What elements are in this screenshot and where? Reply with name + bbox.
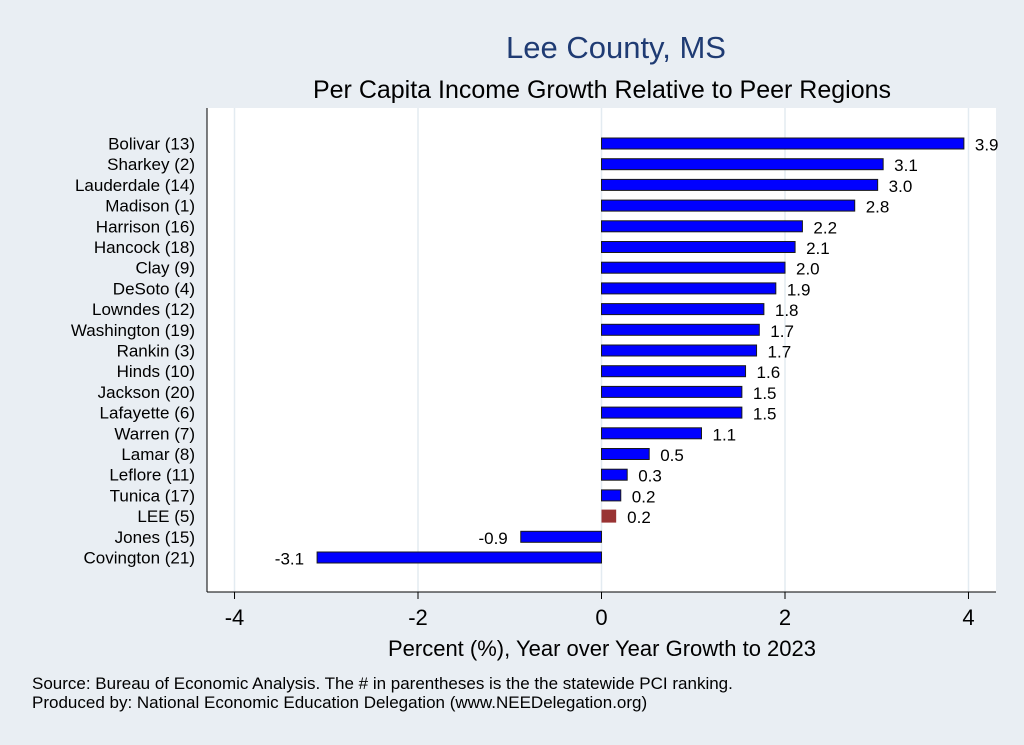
bar: [601, 385, 743, 398]
chart-subtitle: Per Capita Income Growth Relative to Pee…: [313, 76, 891, 104]
bar: [520, 530, 603, 543]
category-label: Tunica (17): [110, 486, 195, 505]
bar: [601, 489, 622, 502]
category-label: Warren (7): [114, 424, 195, 443]
value-labels: 3.93.13.02.82.22.12.01.91.81.71.71.61.51…: [275, 136, 999, 569]
value-label: 1.1: [713, 425, 737, 444]
category-label: Washington (19): [71, 321, 195, 340]
value-label: 3.0: [889, 177, 913, 196]
category-label: Covington (21): [83, 549, 195, 568]
category-label: Lafayette (6): [100, 404, 195, 423]
value-label: 0.2: [632, 487, 656, 506]
category-label: Rankin (3): [117, 342, 195, 361]
bar-highlight: [601, 509, 617, 523]
bar: [601, 137, 965, 150]
bar: [601, 406, 743, 419]
category-label: Lowndes (12): [92, 300, 195, 319]
bar: [316, 551, 602, 564]
value-label: 1.5: [753, 384, 777, 403]
bar: [601, 241, 796, 253]
bar: [601, 178, 879, 191]
category-label: Lauderdale (14): [75, 176, 195, 195]
value-label: 0.2: [627, 508, 651, 527]
category-label: Hancock (18): [94, 238, 195, 257]
value-label: 2.8: [866, 198, 890, 217]
bar: [601, 282, 777, 295]
value-label: 0.5: [660, 446, 684, 465]
bar: [601, 365, 747, 378]
value-label: 1.6: [757, 363, 781, 382]
category-label: DeSoto (4): [113, 279, 195, 298]
bars: [316, 137, 965, 564]
bar-chart: Lee County, MS Per Capita Income Growth …: [71, 30, 999, 661]
x-tick-label: -4: [225, 605, 245, 630]
bar: [601, 199, 856, 212]
bar: [601, 323, 760, 336]
bar: [601, 261, 786, 274]
value-label: 1.7: [768, 343, 792, 362]
value-label: 3.9: [975, 136, 999, 155]
value-label: 0.3: [638, 467, 662, 486]
bar: [601, 427, 703, 440]
category-label: Bolivar (13): [108, 135, 195, 154]
bar: [601, 303, 765, 316]
category-label: Lamar (8): [121, 445, 195, 464]
x-axis-ticks: -4 -2 0 2 4: [225, 592, 975, 630]
x-tick-label: 0: [595, 605, 607, 630]
bar: [601, 220, 803, 233]
bar: [601, 468, 628, 481]
value-label: -3.1: [275, 550, 304, 569]
bar: [601, 448, 650, 460]
category-label: Hinds (10): [117, 362, 195, 381]
x-tick-label: 4: [962, 605, 974, 630]
bar: [601, 158, 884, 171]
value-label: 2.2: [813, 218, 837, 237]
value-label: 2.1: [806, 239, 830, 258]
category-label: Jackson (20): [98, 383, 195, 402]
x-tick-label: 2: [779, 605, 791, 630]
category-label: Leflore (11): [109, 466, 195, 485]
bar: [601, 344, 758, 357]
category-label: Jones (15): [115, 528, 195, 547]
x-axis-label: Percent (%), Year over Year Growth to 20…: [388, 636, 816, 661]
produced-by-note: Produced by: National Economic Education…: [32, 693, 648, 712]
category-label: Harrison (16): [96, 217, 195, 236]
value-label: 1.7: [770, 322, 794, 341]
category-label: Sharkey (2): [107, 155, 195, 174]
category-label: Clay (9): [135, 259, 195, 278]
chart-title: Lee County, MS: [506, 30, 726, 65]
value-label: 1.8: [775, 301, 799, 320]
source-note: Source: Bureau of Economic Analysis. The…: [32, 674, 733, 693]
value-label: 2.0: [796, 260, 820, 279]
value-label: -0.9: [478, 529, 507, 548]
category-labels: Bolivar (13)Sharkey (2) Lauderdale (14) Ma…: [71, 135, 195, 568]
category-label: LEE (5): [137, 507, 195, 526]
value-label: 1.5: [753, 405, 777, 424]
value-label: 3.1: [894, 156, 918, 175]
category-label: Madison (1): [105, 197, 195, 216]
x-tick-label: -2: [408, 605, 428, 630]
value-label: 1.9: [787, 280, 811, 299]
